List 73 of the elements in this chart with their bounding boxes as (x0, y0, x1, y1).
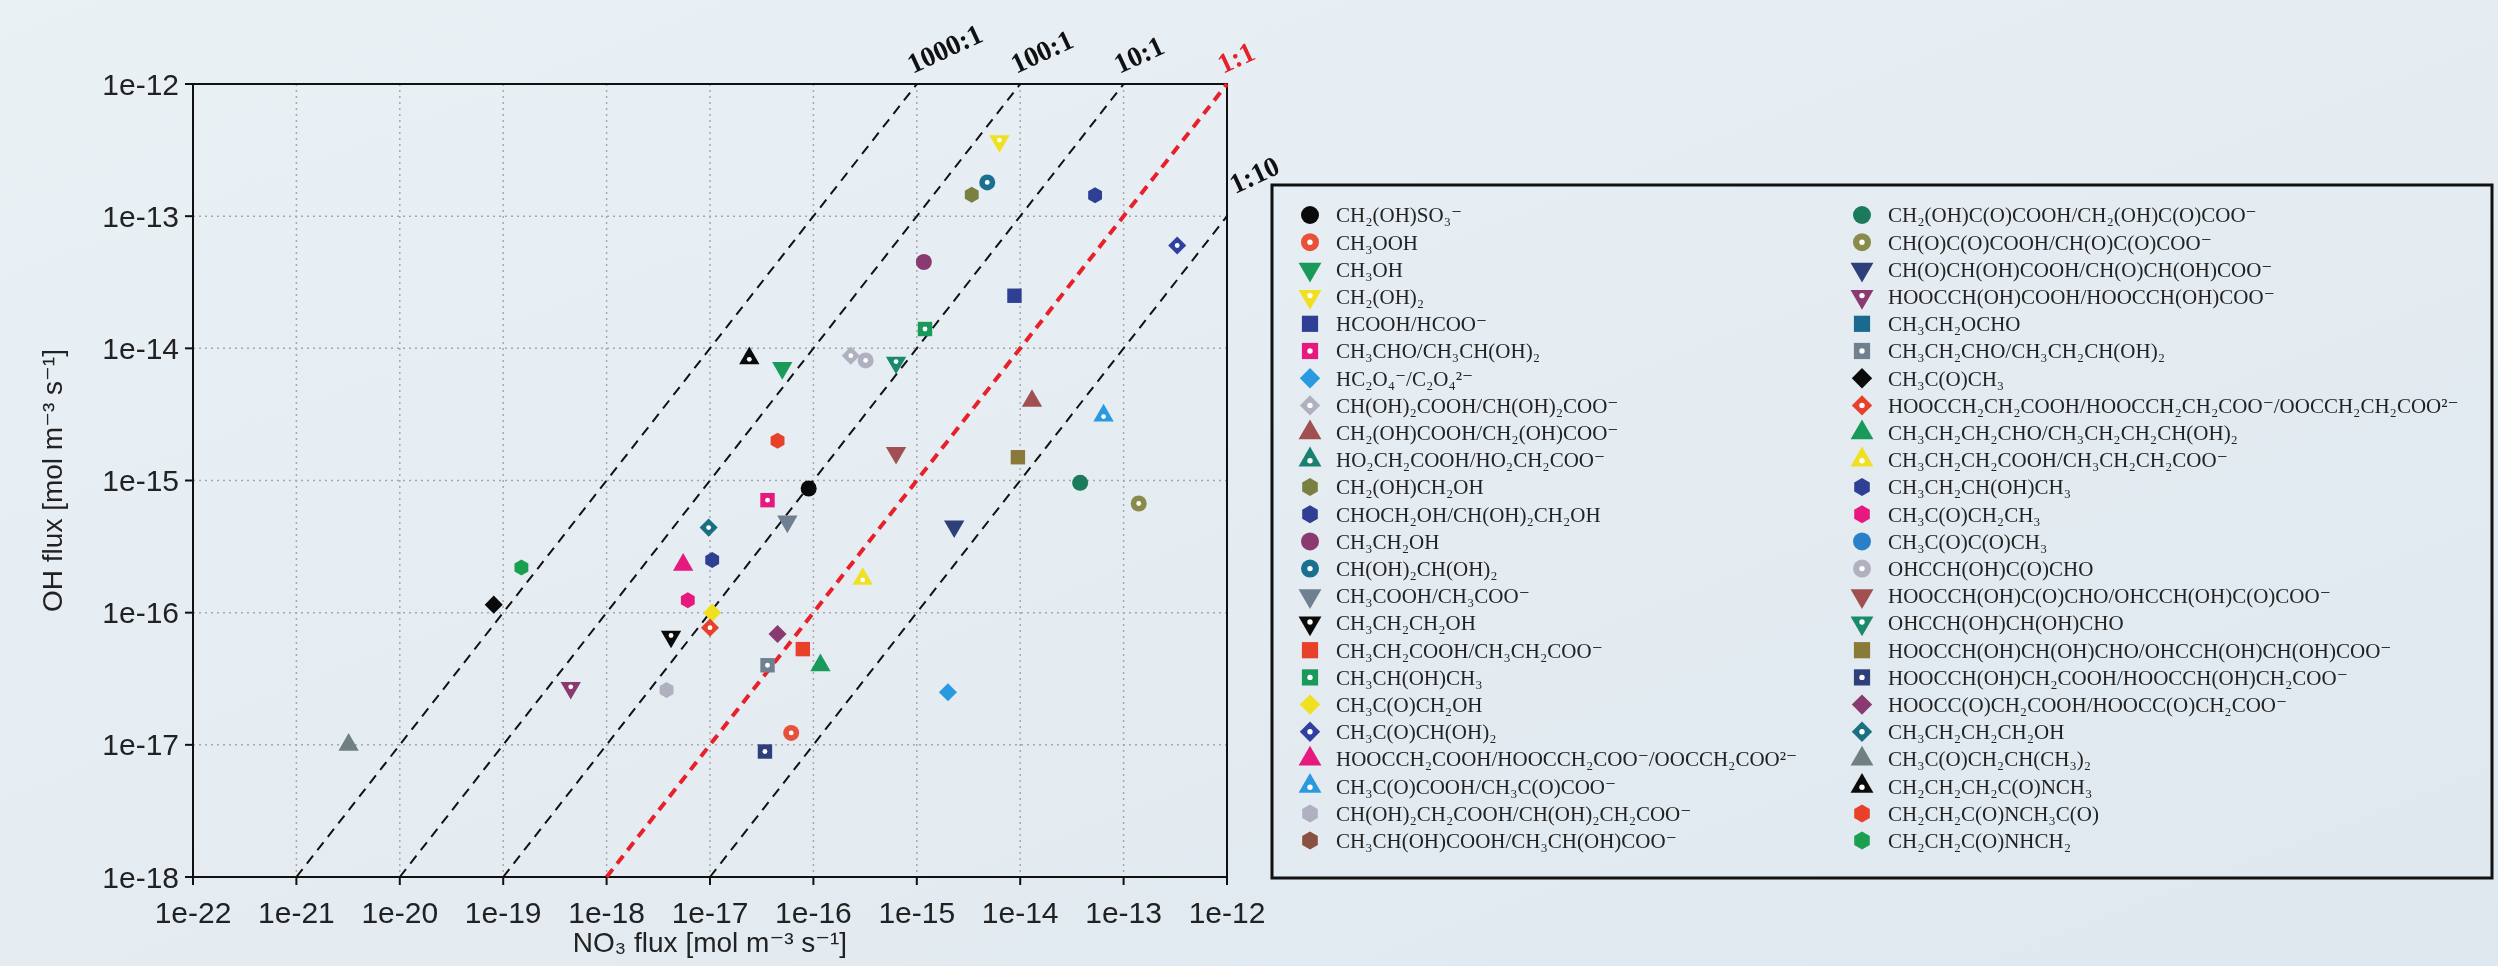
legend-label: HOOCC(O)CH₂COOH/HOOCC(O)CH₂COO⁻ (1888, 692, 2288, 717)
x-tick-label: 1e-13 (1085, 896, 1162, 929)
x-tick-label: 1e-22 (154, 896, 232, 929)
legend-label: HO₂CH₂COOH/HO₂CH₂COO⁻ (1336, 448, 1606, 473)
legend-label: CH₃OH (1336, 257, 1403, 282)
legend-label: HOOCCH(OH)COOH/HOOCCH(OH)COO⁻ (1888, 284, 2275, 309)
legend-label: CH₃C(O)CH₂CH₃ (1888, 502, 2041, 527)
x-tick-label: 1e-12 (1188, 896, 1266, 929)
legend-label: CH(O)CH(OH)COOH/CH(O)CH(OH)COO⁻ (1888, 257, 2273, 282)
legend-label: HC₂O₄⁻/C₂O₄²⁻ (1336, 366, 1474, 391)
legend-label: CH₂CH₂C(O)NHCH₂ (1888, 828, 2071, 853)
legend-label: CH₃COOH/CH₃COO⁻ (1336, 584, 1530, 609)
legend-label: HOOCCH₂CH₂COOH/HOOCCH₂CH₂COO⁻/OOCCH₂CH₂COO²⁻ (1888, 393, 2459, 418)
legend-label: CH₂CH₂CH₂C(O)NCH₃ (1888, 774, 2093, 799)
legend-label: CH(O)C(O)COOH/CH(O)C(O)COO⁻ (1888, 230, 2212, 255)
legend-label: CH₂(OH)SO₃⁻ (1336, 203, 1463, 228)
x-tick-label: 1e-14 (981, 896, 1059, 929)
legend-label: HCOOH/HCOO⁻ (1336, 312, 1488, 337)
text: 100:1 (1005, 23, 1078, 80)
text: 10:1 (1109, 29, 1169, 80)
legend-label: HOOCCH(OH)CH(OH)CHO/OHCCH(OH)CH(OH)COO⁻ (1888, 638, 2392, 663)
legend-label: CH₃C(O)CH₂CH(CH₃)₂ (1888, 747, 2092, 772)
y-tick-label: 1e-15 (102, 464, 179, 497)
legend-label: CH₂(OH)COOH/CH₂(OH)COO⁻ (1336, 420, 1619, 445)
y-tick-label: 1e-16 (102, 596, 179, 630)
legend-label: CH(OH)₂COOH/CH(OH)₂COO⁻ (1336, 393, 1619, 418)
y-tick-label: 1e-12 (102, 67, 179, 101)
x-tick-label: 1e-19 (464, 896, 542, 929)
x-axis-title: NO₃ flux [mol m⁻³ s⁻¹] (572, 927, 848, 958)
x-tick-label: 1e-17 (671, 896, 749, 929)
legend-label: CH₃OOH (1336, 230, 1418, 255)
legend-label: CH₃CH(OH)COOH/CH₃CH(OH)COO⁻ (1336, 828, 1677, 853)
text: 1:1 (1212, 35, 1260, 80)
text: 1000:1 (902, 17, 988, 80)
legend-label: CH₂(OH)C(O)COOH/CH₂(OH)C(O)COO⁻ (1888, 203, 2257, 228)
legend-label: CH₂(OH)₂ (1336, 284, 1425, 309)
legend-label: HOOCCH₂COOH/HOOCCH₂COO⁻/OOCCH₂COO²⁻ (1336, 747, 1798, 772)
y-tick-label: 1e-17 (102, 728, 179, 762)
legend-label: CH₃CH₂CH₂CHO/CH₃CH₂CH₂CH(OH)₂ (1888, 420, 2238, 445)
x-tick-label: 1e-15 (878, 896, 956, 929)
legend-label: CH₃CH₂CHO/CH₃CH₂CH(OH)₂ (1888, 339, 2165, 364)
y-axis-title: OH flux [mol m⁻³ s⁻¹] (37, 349, 68, 612)
y-tick-label: 1e-18 (102, 860, 179, 894)
legend-label: CH₃CH₂COOH/CH₃CH₂COO⁻ (1336, 638, 1603, 663)
legend-label: OHCCH(OH)C(O)CHO (1888, 556, 2094, 581)
x-tick-label: 1e-20 (361, 896, 439, 929)
legend-label: CH(OH)₂CH(OH)₂ (1336, 556, 1498, 581)
x-tick-label: 1e-21 (258, 896, 335, 929)
legend-label: CH₃C(O)C(O)CH₃ (1888, 529, 2048, 554)
legend-label: HOOCCH(OH)CH₂COOH/HOOCCH(OH)CH₂COO⁻ (1888, 665, 2348, 690)
legend-label: CHOCH₂OH/CH(OH)₂CH₂OH (1336, 502, 1601, 527)
legend-label: CH₂(OH)CH₂OH (1336, 475, 1484, 500)
legend-label: CH₃CH(OH)CH₃ (1336, 665, 1483, 690)
legend-label: CH₂CH₂C(O)NCH₃C(O) (1888, 801, 2099, 826)
legend-label: CH(OH)₂CH₂COOH/CH(OH)₂CH₂COO⁻ (1336, 801, 1692, 826)
legend-label: OHCCH(OH)CH(OH)CHO (1888, 611, 2124, 636)
legend-label: CH₃C(O)CH₃ (1888, 366, 2005, 391)
text: 1:10 (1224, 149, 1285, 200)
legend-label: CH₃CH₂CH₂OH (1336, 611, 1476, 636)
legend-label: CH₃CHO/CH₃CH(OH)₂ (1336, 339, 1540, 364)
legend-label: CH₃CH₂CH₂CH₂OH (1888, 720, 2065, 745)
legend-label: CH₃C(O)CH(OH)₂ (1336, 720, 1497, 745)
x-tick-label: 1e-16 (775, 896, 852, 929)
y-tick-label: 1e-13 (102, 199, 179, 233)
legend-label: CH₃C(O)COOH/CH₃C(O)COO⁻ (1336, 774, 1617, 799)
legend-label: CH₃CH₂OH (1336, 529, 1440, 554)
legend-label: CH₃C(O)CH₂OH (1336, 692, 1483, 717)
x-tick-label: 1e-18 (568, 896, 645, 929)
y-tick-label: 1e-14 (102, 331, 179, 365)
legend-label: CH₃CH₂OCHO (1888, 312, 2021, 337)
legend-label: HOOCCH(OH)C(O)CHO/OHCCH(OH)C(O)COO⁻ (1888, 584, 2331, 609)
legend-label: CH₃CH₂CH(OH)CH₃ (1888, 475, 2071, 500)
legend-label: CH₃CH₂CH₂COOH/CH₃CH₂CH₂COO⁻ (1888, 448, 2228, 473)
